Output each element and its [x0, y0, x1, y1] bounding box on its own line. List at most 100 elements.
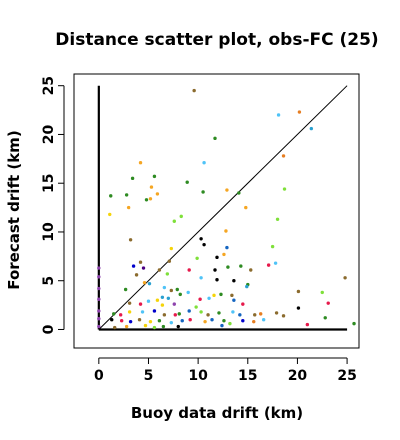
data-point — [222, 252, 226, 257]
data-point — [157, 268, 162, 272]
data-point — [252, 319, 256, 324]
data-point — [169, 246, 174, 251]
data-point — [261, 318, 266, 322]
data-point — [296, 306, 301, 310]
data-point — [323, 316, 327, 320]
x-tick-label: 5 — [144, 368, 154, 384]
data-point — [137, 318, 142, 322]
data-point — [130, 176, 135, 181]
data-point — [167, 259, 172, 263]
data-point — [186, 290, 190, 295]
data-point — [141, 266, 146, 270]
data-point — [109, 194, 113, 198]
data-point — [112, 312, 116, 316]
data-point — [144, 198, 149, 202]
data-point — [241, 302, 245, 306]
data-point — [128, 238, 133, 242]
data-point — [296, 289, 301, 294]
data-point — [176, 324, 180, 329]
data-point — [123, 287, 128, 292]
reference-lines — [97, 85, 348, 331]
data-point — [230, 293, 234, 298]
data-point — [232, 279, 236, 283]
data-point — [131, 264, 136, 268]
data-point — [147, 281, 152, 286]
data-point — [185, 180, 189, 184]
data-point — [138, 302, 143, 306]
data-point — [97, 309, 101, 313]
data-point — [148, 197, 153, 201]
data-point — [194, 305, 198, 309]
data-point — [97, 266, 101, 270]
data-point — [222, 318, 226, 323]
x-tick-label: 25 — [337, 368, 356, 384]
data-point — [124, 324, 129, 329]
data-point — [172, 302, 176, 306]
data-point — [273, 261, 278, 265]
data-point — [249, 268, 253, 272]
x-axis: 0 5 10 15 20 25 — [94, 357, 357, 384]
data-point — [126, 205, 131, 210]
data-point — [202, 242, 206, 247]
data-point — [97, 317, 101, 321]
data-point — [195, 256, 199, 260]
chart-title: Distance scatter plot, obs-FC (25) — [55, 30, 378, 50]
x-tick-label: 20 — [288, 368, 308, 384]
data-point — [166, 296, 171, 300]
data-point — [231, 310, 235, 314]
data-point — [110, 318, 114, 322]
data-point — [241, 318, 245, 323]
data-point — [162, 285, 167, 290]
data-point — [119, 318, 124, 323]
data-point — [188, 318, 192, 322]
data-point — [180, 318, 184, 323]
data-point — [320, 290, 324, 295]
data-point — [162, 313, 167, 317]
data-point — [238, 313, 242, 317]
data-point — [175, 287, 179, 292]
data-point — [201, 190, 205, 194]
data-point — [140, 310, 145, 314]
data-point — [149, 185, 154, 189]
data-point — [160, 303, 165, 307]
data-point — [253, 313, 257, 317]
data-point — [152, 325, 157, 330]
data-point — [245, 284, 249, 289]
data-point — [206, 313, 210, 317]
data-point — [258, 312, 263, 316]
x-tick-label: 0 — [94, 368, 104, 384]
y-axis: 0 5 10 15 20 25 — [41, 76, 65, 334]
data-point — [148, 319, 153, 324]
data-point — [266, 263, 271, 267]
data-point — [203, 319, 207, 324]
x-tick-label: 10 — [188, 368, 208, 384]
data-point — [309, 126, 314, 131]
data-point — [172, 219, 176, 223]
data-point — [127, 301, 132, 305]
data-point — [179, 214, 183, 219]
data-point — [207, 296, 211, 300]
data-point — [343, 276, 347, 280]
data-point — [202, 161, 206, 165]
data-point — [127, 310, 132, 314]
data-point — [161, 324, 166, 329]
data-point — [305, 322, 310, 327]
data-point — [143, 323, 148, 328]
data-point — [228, 321, 232, 326]
data-point — [282, 187, 287, 191]
data-point — [97, 297, 101, 301]
data-point — [113, 325, 117, 330]
data-point — [198, 297, 202, 301]
data-point — [108, 212, 112, 217]
y-tick-label: 20 — [41, 124, 57, 144]
data-point — [169, 288, 174, 293]
data-point — [138, 260, 143, 264]
data-point — [215, 278, 219, 282]
y-tick-label: 25 — [41, 76, 57, 95]
data-point — [326, 301, 330, 305]
data-point — [134, 273, 139, 277]
data-point — [275, 217, 280, 221]
y-tick-label: 5 — [41, 276, 57, 286]
data-point — [225, 188, 229, 192]
data-point — [118, 313, 123, 317]
